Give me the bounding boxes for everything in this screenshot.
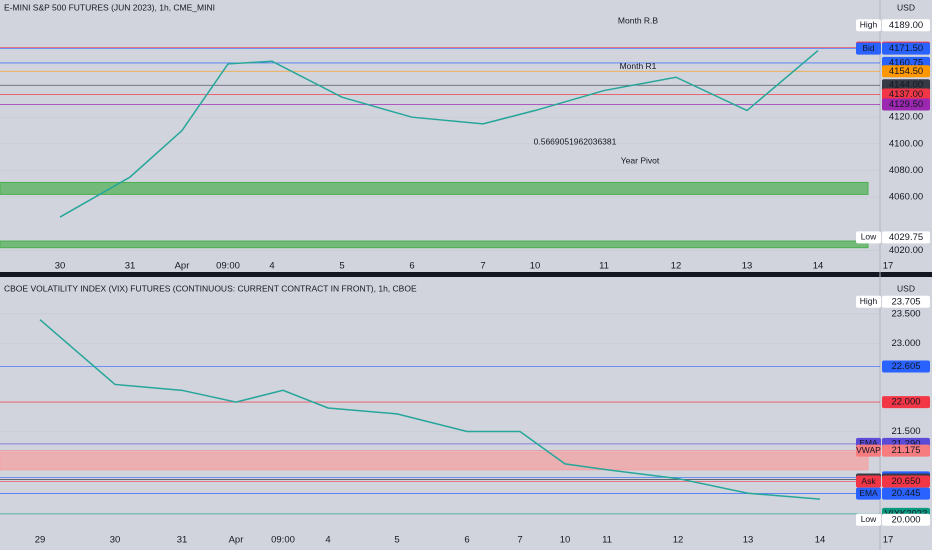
- x-tick-label: 13: [742, 261, 753, 272]
- annotation: Month R1: [620, 61, 657, 71]
- price-label-box: [882, 88, 930, 101]
- price-label: 22.605: [891, 361, 920, 372]
- price-tag-box: [856, 475, 881, 488]
- price-tag-box: [856, 295, 881, 308]
- annotation: 0.5669051962036381: [534, 137, 617, 147]
- x-tick-label: 7: [480, 261, 485, 272]
- x-tick-label: 4: [269, 261, 274, 272]
- x-tick-label: Apr: [175, 261, 190, 272]
- price-tag-box: [856, 231, 881, 244]
- price-tag-box: [856, 42, 881, 55]
- x-tick-label: 6: [409, 261, 414, 272]
- price-tag: Bid: [862, 43, 875, 53]
- y-tick-label: 4100.00: [889, 138, 923, 149]
- price-label: 20.650: [891, 476, 920, 487]
- x-tick-label: 31: [177, 535, 188, 546]
- x-tick-label: 4: [325, 535, 330, 546]
- x-tick-label: 5: [339, 261, 344, 272]
- price-label-box: [882, 65, 930, 78]
- price-label: 4144.00: [889, 80, 923, 91]
- price-tag-box: [856, 444, 881, 457]
- x-tick-label: 12: [671, 261, 682, 272]
- price-tag: VWAP: [856, 445, 881, 455]
- x-tick-label: 14: [813, 261, 824, 272]
- pane-title: CBOE VOLATILITY INDEX (VIX) FUTURES (CON…: [4, 283, 417, 293]
- annotation: Year Pivot: [621, 155, 660, 165]
- price-tag: Low: [861, 232, 877, 242]
- price-label: 4171.50: [889, 43, 923, 54]
- price-label: 4154.50: [889, 66, 923, 77]
- y-tick-label: 4120.00: [889, 112, 923, 123]
- x-tick-label: 31: [125, 261, 136, 272]
- x-tick-label: 10: [530, 261, 541, 272]
- price-tag-box: [856, 513, 881, 526]
- price-label: 23.705: [891, 296, 920, 307]
- price-label: 4129.50: [889, 99, 923, 110]
- x-tick-label: 17: [883, 535, 894, 546]
- x-tick-label: Apr: [229, 535, 244, 546]
- zone: [0, 181, 869, 195]
- currency: USD: [897, 283, 915, 293]
- zone: [0, 451, 869, 471]
- price-label-box: [882, 513, 930, 526]
- x-tick-label: 7: [517, 535, 522, 546]
- y-tick-label: 4080.00: [889, 165, 923, 176]
- pane-title: E-MINI S&P 500 FUTURES (JUN 2023), 1h, C…: [4, 2, 215, 12]
- x-tick-label: 6: [464, 535, 469, 546]
- x-tick-label: 30: [110, 535, 121, 546]
- pane-divider: [0, 272, 932, 277]
- price-tag-box: [856, 487, 881, 500]
- price-label: 22.000: [891, 397, 920, 408]
- price-label: 20.000: [891, 514, 920, 525]
- y-tick-label: 23.500: [891, 308, 920, 319]
- y-tick-label: 4020.00: [889, 245, 923, 256]
- price-label: 21.175: [891, 445, 920, 456]
- x-tick-label: 17: [883, 261, 894, 272]
- price-label: 20.445: [891, 488, 920, 499]
- x-tick-label: 5: [394, 535, 399, 546]
- price-label-box: [882, 295, 930, 308]
- price-label-box: [882, 231, 930, 244]
- y-tick-label: 23.000: [891, 338, 920, 349]
- x-tick-label: 09:00: [271, 535, 295, 546]
- price-tag: EMA: [859, 438, 878, 448]
- x-tick-label: 11: [599, 261, 609, 272]
- zone: [0, 240, 869, 249]
- price-tag: Low: [861, 514, 877, 524]
- price-tag: Ask: [861, 476, 876, 486]
- price-label: 4160.75: [889, 57, 923, 68]
- x-tick-label: 30: [55, 261, 66, 272]
- price-label: 21.290: [891, 438, 920, 449]
- price-label: 4029.75: [889, 232, 923, 243]
- price-label: 4189.00: [889, 20, 923, 31]
- price-label-box: [882, 79, 930, 92]
- price-label-box: [882, 98, 930, 111]
- price-tag-box: [856, 19, 881, 32]
- x-tick-label: 10: [560, 535, 571, 546]
- x-tick-label: 29: [35, 535, 46, 546]
- x-tick-label: 09:00: [216, 261, 240, 272]
- price-tag: High: [860, 20, 878, 30]
- price-line: [59, 50, 819, 218]
- price-label-box: [882, 360, 930, 373]
- price-label-box: [882, 487, 930, 500]
- x-tick-label: 13: [743, 535, 754, 546]
- y-tick-label: 4060.00: [889, 192, 923, 203]
- price-label-box: [882, 42, 930, 55]
- price-tag: EMA: [859, 488, 878, 498]
- x-tick-label: 11: [602, 535, 612, 546]
- x-tick-label: 14: [815, 535, 826, 546]
- price-label-box: [882, 19, 930, 32]
- x-tick-label: 12: [673, 535, 684, 546]
- price-label: 4137.00: [889, 89, 923, 100]
- currency: USD: [897, 2, 915, 12]
- y-tick-label: 21.500: [891, 426, 920, 437]
- price-label-box: [882, 444, 930, 457]
- annotation: Month R.B: [618, 16, 658, 26]
- price-label-box: [882, 396, 930, 409]
- price-tag: High: [860, 296, 878, 306]
- price-line: [39, 319, 821, 500]
- price-label-box: [882, 475, 930, 488]
